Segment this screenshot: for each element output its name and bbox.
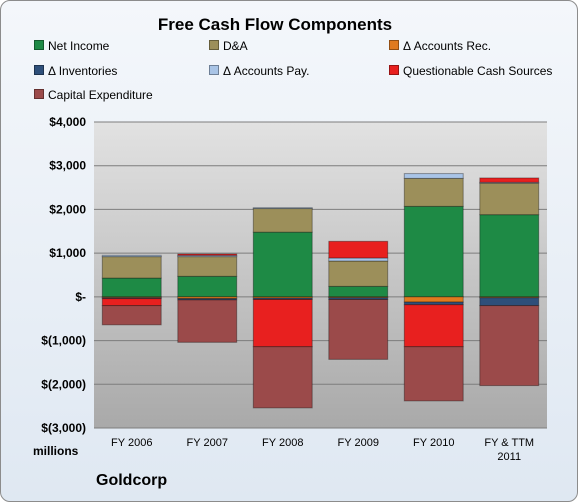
x-tick-label: FY 2009 — [338, 437, 379, 449]
y-tick-label: $(2,000) — [41, 377, 86, 391]
bar-segment — [479, 214, 540, 298]
bar-segment — [403, 173, 464, 179]
y-tick-label: $1,000 — [49, 246, 86, 260]
y-tick-label: $(1,000) — [41, 334, 86, 348]
legend-item: Net Income — [34, 39, 109, 53]
bar-segment — [403, 177, 464, 207]
bar-segment — [252, 208, 313, 233]
legend-swatch — [34, 65, 44, 75]
y-tick-label: $4,000 — [49, 115, 86, 129]
chart-title: Free Cash Flow Components — [157, 15, 393, 34]
bar-segment — [101, 298, 162, 307]
bar-segment — [403, 205, 464, 298]
legend-label: Net Income — [48, 39, 110, 53]
legend-item: Δ Accounts Pay. — [209, 64, 310, 78]
bar-segment — [403, 304, 464, 348]
x-tick-label: FY 2006 — [111, 437, 152, 449]
bar-segment — [252, 346, 313, 409]
plot-area — [94, 122, 547, 428]
legend-swatch — [34, 40, 44, 50]
bars — [101, 173, 540, 409]
legend-item: D&A — [209, 39, 248, 53]
legend-label: Δ Accounts Rec. — [403, 39, 492, 53]
legend-swatch — [389, 65, 399, 75]
legend-label: Capital Expenditure — [48, 88, 153, 102]
bar-segment — [328, 240, 389, 259]
x-axis: FY 2006 FY 2007 FY 2008 FY 2009 FY 2010 FY & … — [111, 437, 534, 463]
y-tick-label: $2,000 — [49, 202, 86, 216]
y-axis: $4,000 $3,000 $2,000 $1,000 $- $(1,000) $(2,00… — [41, 115, 86, 435]
bar-segment — [101, 305, 162, 326]
bar-segment — [328, 298, 389, 360]
bar-segment — [328, 285, 389, 298]
units-label: millions — [33, 444, 79, 458]
x-tick-label: FY 2007 — [187, 437, 228, 449]
legend-item: Questionable Cash Sources — [389, 64, 552, 78]
y-tick-label: $3,000 — [49, 159, 86, 173]
bar-segment — [101, 254, 162, 258]
legend-swatch — [209, 65, 219, 75]
bar-segment — [479, 305, 540, 387]
legend-swatch — [209, 40, 219, 50]
legend-item: Δ Inventories — [34, 64, 117, 78]
gridlines — [94, 121, 547, 429]
company-name: Goldcorp — [96, 472, 168, 489]
legend-item: Capital Expenditure — [34, 88, 153, 102]
bar-segment — [177, 253, 238, 256]
legend-swatch — [389, 40, 399, 50]
x-tick-label: FY 2008 — [262, 437, 303, 449]
bar-segment — [252, 207, 313, 210]
x-tick-label: FY & TTM — [484, 437, 534, 449]
bar-segment — [403, 296, 464, 303]
bar-segment — [101, 277, 162, 298]
bar-segment — [328, 260, 389, 287]
bar-segment — [328, 297, 389, 300]
legend-label: Δ Inventories — [48, 64, 118, 78]
bar-segment — [252, 298, 313, 348]
x-tick-label: 2011 — [497, 451, 521, 463]
bar-segment — [177, 275, 238, 298]
bar-segment — [403, 346, 464, 402]
bar-segment — [101, 256, 162, 279]
legend-swatch — [34, 89, 44, 99]
bar-segment — [177, 256, 238, 277]
x-tick-label: FY 2010 — [413, 437, 454, 449]
legend-label: Questionable Cash Sources — [403, 64, 553, 78]
legend-label: Δ Accounts Pay. — [223, 64, 310, 78]
legend-item: Δ Accounts Rec. — [389, 39, 491, 53]
legend-label: D&A — [223, 39, 248, 53]
bar-segment — [479, 177, 540, 183]
bar-segment — [479, 182, 540, 216]
bar-segment — [252, 231, 313, 298]
y-tick-label: $(3,000) — [41, 421, 86, 435]
bar-segment — [177, 299, 238, 343]
y-tick-label: $- — [75, 290, 86, 304]
bar-segment — [479, 297, 540, 307]
